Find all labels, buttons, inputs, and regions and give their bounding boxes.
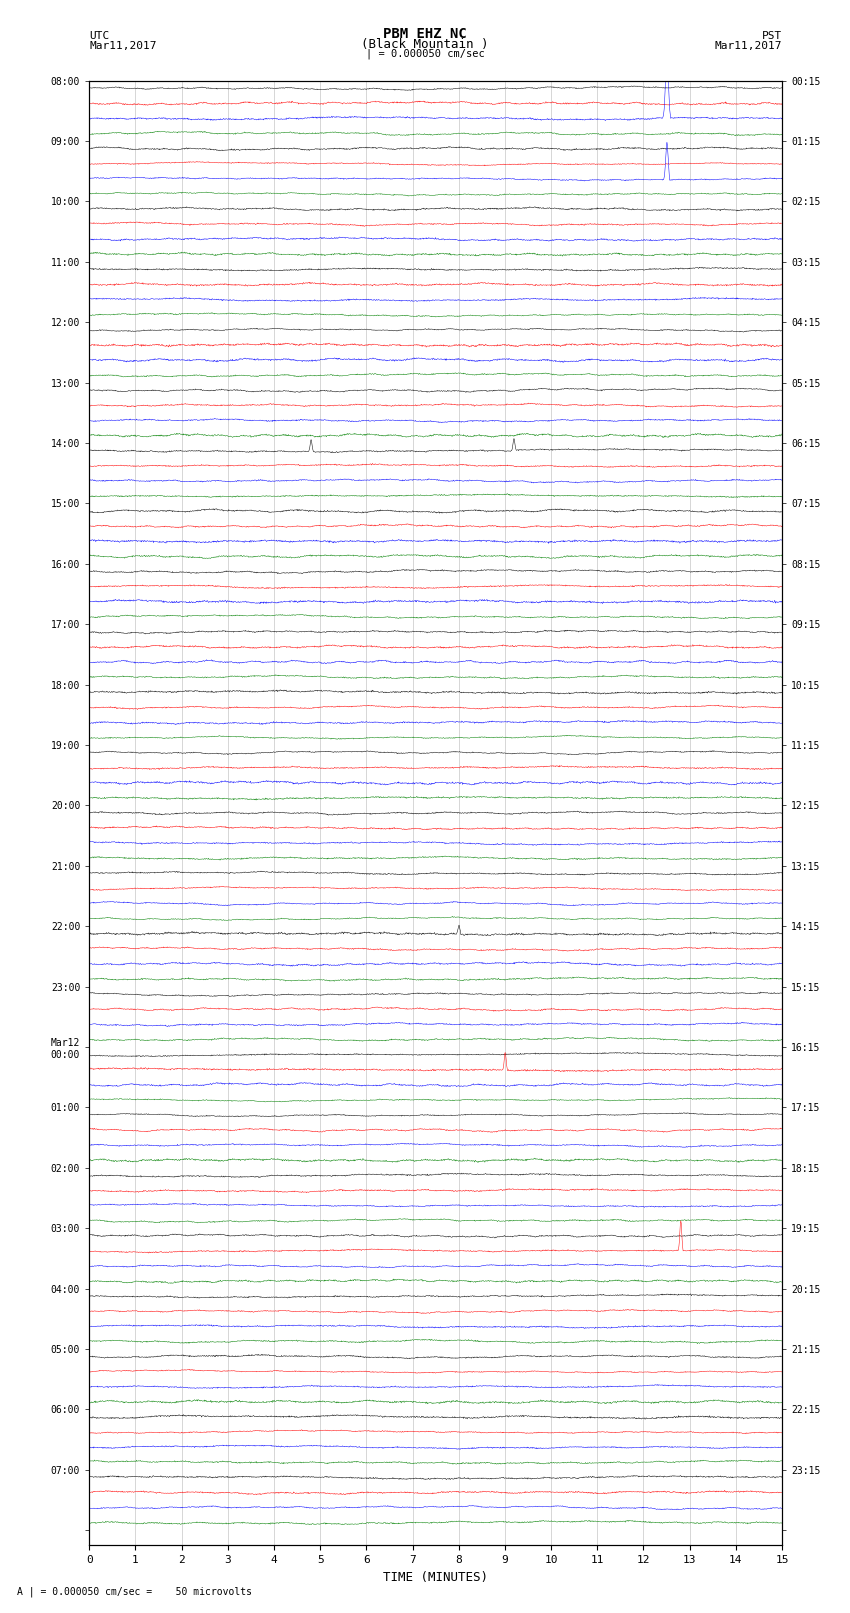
Text: Mar11,2017: Mar11,2017 <box>89 40 156 50</box>
Text: PBM EHZ NC: PBM EHZ NC <box>383 27 467 40</box>
Text: UTC: UTC <box>89 31 110 40</box>
Text: A | = 0.000050 cm/sec =    50 microvolts: A | = 0.000050 cm/sec = 50 microvolts <box>17 1586 252 1597</box>
X-axis label: TIME (MINUTES): TIME (MINUTES) <box>383 1571 488 1584</box>
Text: PST: PST <box>762 31 782 40</box>
Text: (Black Mountain ): (Black Mountain ) <box>361 37 489 50</box>
Text: Mar11,2017: Mar11,2017 <box>715 40 782 50</box>
Text: | = 0.000050 cm/sec: | = 0.000050 cm/sec <box>366 48 484 58</box>
